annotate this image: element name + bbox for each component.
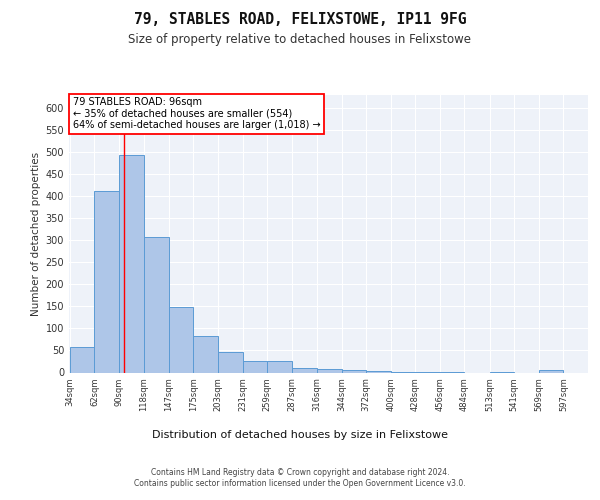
Bar [143, 238, 169, 372]
Bar [292, 368, 317, 372]
Text: Distribution of detached houses by size in Felixstowe: Distribution of detached houses by size … [152, 430, 448, 440]
Text: 79 STABLES ROAD: 96sqm
← 35% of detached houses are smaller (554)
64% of semi-de: 79 STABLES ROAD: 96sqm ← 35% of detached… [73, 97, 320, 130]
Bar [119, 155, 143, 372]
Text: Size of property relative to detached houses in Felixstowe: Size of property relative to detached ho… [128, 32, 472, 46]
Bar [539, 370, 563, 372]
Bar [242, 362, 267, 372]
Bar [267, 362, 292, 372]
Bar [341, 370, 366, 372]
Bar [366, 371, 391, 372]
Bar [169, 308, 193, 372]
Bar [218, 352, 242, 372]
Bar [70, 348, 94, 372]
Bar [193, 336, 218, 372]
Bar [317, 369, 341, 372]
Text: Contains HM Land Registry data © Crown copyright and database right 2024.
Contai: Contains HM Land Registry data © Crown c… [134, 468, 466, 487]
Bar [94, 192, 119, 372]
Text: 79, STABLES ROAD, FELIXSTOWE, IP11 9FG: 79, STABLES ROAD, FELIXSTOWE, IP11 9FG [134, 12, 466, 28]
Y-axis label: Number of detached properties: Number of detached properties [31, 152, 41, 316]
